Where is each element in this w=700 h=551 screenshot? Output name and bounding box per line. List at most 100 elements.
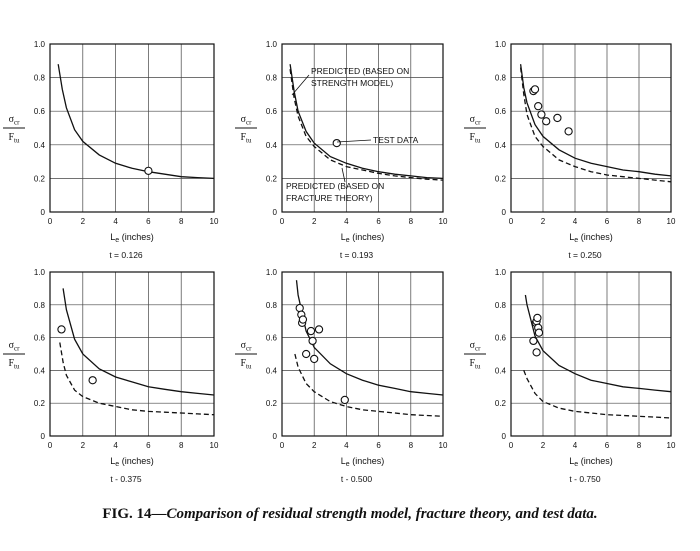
- y-tick-label: 0.6: [34, 334, 46, 343]
- x-tick-label: 8: [637, 217, 642, 226]
- annotation-test-data: TEST DATA: [373, 135, 419, 145]
- x-tick-label: 2: [541, 217, 546, 226]
- annotation-strength-model-line1: PREDICTED (BASED ON: [311, 66, 409, 76]
- y-axis-label-numerator: σcr: [470, 114, 481, 127]
- y-tick-label: 0.6: [495, 107, 507, 116]
- fracture-theory-line: [519, 67, 672, 183]
- test-data-point: [144, 166, 153, 175]
- x-tick-label: 8: [637, 441, 642, 450]
- test-data-point: [298, 315, 308, 324]
- y-axis-label-numerator: σcr: [9, 114, 20, 127]
- chart-panel-5: 0 2 4 6 8 10 0 0.2 0.4 0.6 0.8 1.0 σcr Ftu Le (inches)…: [235, 268, 448, 484]
- test-data-point: [301, 349, 311, 359]
- y-tick-label: 0: [273, 432, 278, 441]
- y-tick-label: 0: [273, 208, 278, 217]
- y-tick-label: 0.8: [34, 74, 46, 83]
- fracture-theory-line: [294, 353, 444, 417]
- y-tick-label: 0.8: [34, 301, 46, 310]
- x-tick-label: 4: [113, 441, 118, 450]
- x-tick-label: 8: [409, 217, 414, 226]
- strength-model-line: [524, 294, 672, 393]
- y-tick-label: 0: [502, 432, 507, 441]
- test-data-point: [532, 348, 541, 357]
- y-axis-label-denominator: Ftu: [8, 358, 20, 371]
- plot-frame: [510, 43, 672, 213]
- fracture-theory-line: [289, 69, 444, 181]
- x-tick-label: 0: [48, 441, 53, 450]
- y-axis-label-numerator: σcr: [241, 340, 252, 353]
- x-tick-label: 10: [210, 217, 219, 226]
- y-tick-label: 1.0: [34, 40, 46, 49]
- y-tick-label: 0.2: [495, 174, 507, 183]
- y-tick-label: 0.8: [495, 74, 507, 83]
- figure-caption: FIG. 14—Comparison of residual strength …: [0, 506, 700, 523]
- y-tick-label: 0: [502, 208, 507, 217]
- x-tick-label: 4: [344, 441, 349, 450]
- test-data-point: [534, 102, 543, 111]
- x-tick-label: 2: [81, 217, 86, 226]
- x-tick-label: 0: [48, 217, 53, 226]
- caption-figure-number: FIG. 14—: [102, 506, 167, 522]
- y-tick-label: 0.6: [34, 107, 46, 116]
- x-axis-label: Le (inches): [110, 232, 153, 244]
- y-tick-label: 0.8: [266, 301, 278, 310]
- x-axis-label: Le (inches): [341, 232, 384, 244]
- x-tick-label: 0: [280, 441, 285, 450]
- x-tick-label: 8: [179, 441, 184, 450]
- test-data-point: [542, 117, 551, 126]
- thickness-label: t - 0.500: [341, 474, 372, 484]
- test-data-point: [564, 127, 573, 136]
- y-tick-label: 0.4: [266, 366, 278, 375]
- annotation-leader: [336, 139, 372, 143]
- annotation-fracture-theory-line2: FRACTURE THEORY): [286, 193, 373, 203]
- thickness-label: t - 0.750: [569, 474, 600, 484]
- x-tick-label: 2: [312, 217, 317, 226]
- y-tick-label: 0.6: [266, 107, 278, 116]
- plot-frame: [49, 271, 215, 437]
- y-axis-label-numerator: σcr: [241, 114, 252, 127]
- y-tick-label: 0: [41, 208, 46, 217]
- test-data-point: [57, 325, 66, 334]
- test-data-point: [340, 395, 349, 405]
- fracture-theory-line: [59, 342, 215, 416]
- x-tick-label: 4: [573, 441, 578, 450]
- fracture-theory-line: [523, 370, 672, 419]
- x-tick-label: 10: [439, 441, 448, 450]
- chart-panel-3: 0 2 4 6 8 10 0 0.2 0.4 0.6 0.8 1.0 σcr Ftu Le (inches)…: [464, 40, 676, 260]
- test-data-point: [332, 138, 341, 148]
- test-data-point: [537, 110, 546, 119]
- x-tick-label: 2: [541, 441, 546, 450]
- y-tick-label: 0.2: [495, 399, 507, 408]
- x-tick-label: 6: [146, 217, 151, 226]
- thickness-label: t = 0.193: [340, 250, 374, 260]
- x-tick-label: 10: [667, 217, 676, 226]
- test-data-point: [308, 336, 317, 346]
- chart-panel-4: 0 2 4 6 8 10 0 0.2 0.4 0.6 0.8 1.0 σcr Ftu Le (inches)…: [3, 268, 219, 484]
- annotation-strength-model-line2: STRENGTH MODEL): [311, 78, 393, 88]
- x-tick-label: 0: [509, 217, 514, 226]
- y-tick-label: 0.8: [495, 301, 507, 310]
- annotation-leader: [291, 74, 310, 96]
- x-tick-label: 6: [605, 217, 610, 226]
- plot-frame: [281, 271, 444, 437]
- thickness-label: t = 0.126: [109, 250, 143, 260]
- y-axis-label-denominator: Ftu: [469, 132, 481, 145]
- y-tick-label: 0.4: [34, 141, 46, 150]
- y-tick-label: 0.6: [266, 334, 278, 343]
- test-data-point: [553, 113, 562, 123]
- plot-frame: [281, 43, 444, 213]
- x-axis-label: Le (inches): [110, 456, 153, 468]
- y-tick-label: 1.0: [495, 268, 507, 277]
- test-data-point: [88, 376, 97, 385]
- chart-panel-6: 0 2 4 6 8 10 0 0.2 0.4 0.6 0.8 1.0 σcr Ftu Le (inches)…: [464, 268, 676, 484]
- x-axis-label: Le (inches): [569, 456, 612, 468]
- x-tick-label: 2: [81, 441, 86, 450]
- x-tick-label: 8: [409, 441, 414, 450]
- y-tick-label: 0.8: [266, 74, 278, 83]
- x-tick-label: 6: [376, 217, 381, 226]
- y-tick-label: 0.2: [34, 399, 46, 408]
- x-axis-label: Le (inches): [569, 232, 612, 244]
- x-tick-label: 10: [439, 217, 448, 226]
- y-axis-label-numerator: σcr: [9, 340, 20, 353]
- x-tick-label: 10: [210, 441, 219, 450]
